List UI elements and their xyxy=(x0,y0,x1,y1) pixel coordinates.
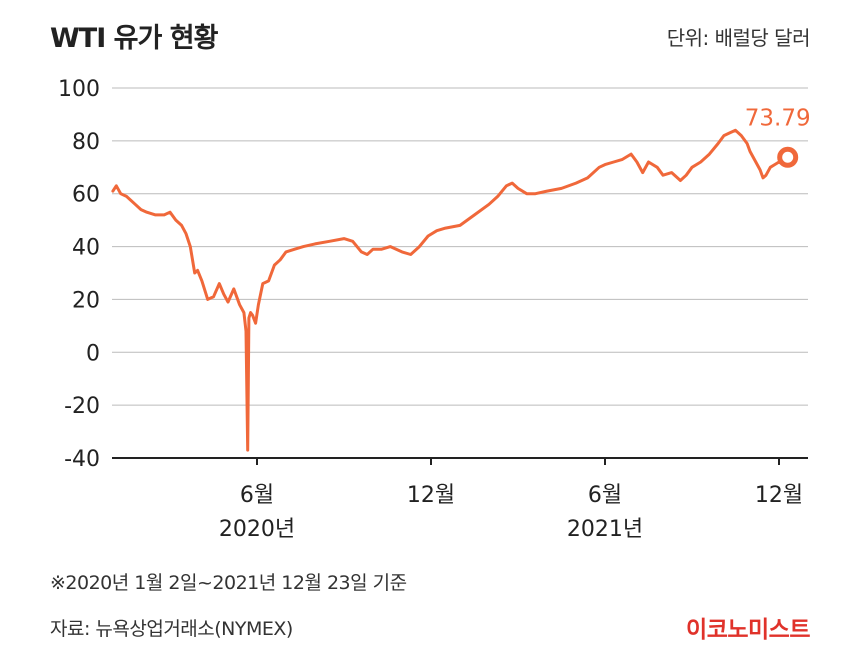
x-tick-label: 12월 xyxy=(407,483,455,508)
last-value-marker xyxy=(777,146,799,168)
x-tick-label: 6월 xyxy=(240,483,274,508)
x-tick-year-label: 2021년 xyxy=(567,517,643,542)
grid-lines xyxy=(112,87,808,459)
y-tick-label: 100 xyxy=(58,77,100,102)
y-tick-label: -40 xyxy=(64,447,100,472)
y-tick-label: -20 xyxy=(64,394,100,419)
y-tick-label: 0 xyxy=(86,341,100,366)
x-tick-label: 12월 xyxy=(755,483,803,508)
x-tick-year-label: 2020년 xyxy=(219,517,295,542)
date-range-note: ※2020년 1월 2일~2021년 12월 23일 기준 xyxy=(50,572,407,594)
y-axis-labels: 100 80 60 40 20 0 -20 -40 xyxy=(58,77,100,472)
unit-label: 단위: 배럴당 달러 xyxy=(666,26,811,50)
series-line-wti xyxy=(111,128,790,452)
y-tick-label: 20 xyxy=(72,288,100,313)
x-axis-labels: 6월 2020년 12월 6월 2021년 12월 xyxy=(219,458,803,542)
chart-title: WTI 유가 현황 xyxy=(50,23,218,54)
y-tick-label: 80 xyxy=(72,130,100,155)
y-tick-label: 60 xyxy=(72,183,100,208)
publisher-logo: 이코노미스트 xyxy=(686,617,810,643)
y-tick-label: 40 xyxy=(72,236,100,261)
source-label: 자료: 뉴욕상업거래소(NYMEX) xyxy=(50,618,293,640)
last-value-label: 73.79 xyxy=(745,105,811,131)
x-tick-label: 6월 xyxy=(588,483,622,508)
